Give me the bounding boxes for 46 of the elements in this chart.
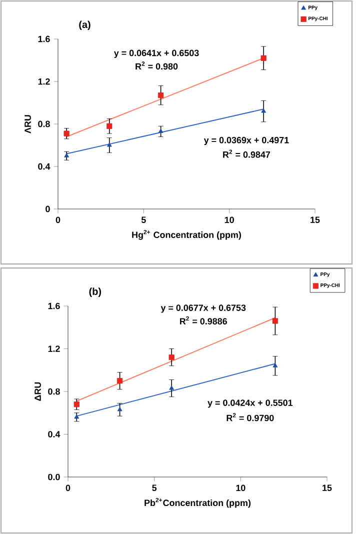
annotation: R$^{2}$ = 0.9790 <box>226 413 274 422</box>
chart-title: (a) <box>79 20 90 30</box>
y-tick-label: 1.6 <box>38 36 50 42</box>
chart-title: (b) <box>89 288 102 297</box>
y-tick-label: 1.6 <box>48 302 60 310</box>
point <box>158 128 164 133</box>
annotation: y = 0.0677x + 0.6753 <box>160 304 246 313</box>
annotation: R$^{2}$ = 0.980 <box>136 62 178 70</box>
y-tick-label: 0.4 <box>48 431 60 438</box>
x-tick-label: 5 <box>152 484 157 492</box>
x-tick-label: 10 <box>236 484 246 492</box>
point <box>64 153 70 158</box>
point <box>64 130 70 136</box>
point <box>117 378 123 384</box>
y-axis-title: ΔRU <box>34 382 41 401</box>
annotation: y = 0.0641x + 0.6503 <box>114 50 199 58</box>
y-tick-label: 1.2 <box>38 78 50 85</box>
x-tick-label: 10 <box>224 216 234 224</box>
y-axis-title: ΛRU <box>24 115 31 134</box>
annotation: y = 0.0424x + 0.5501 <box>208 400 293 408</box>
y-tick-label: 0.4 <box>38 163 50 170</box>
point <box>272 318 278 324</box>
x-tick-label: 5 <box>141 216 146 224</box>
annotation: R$^{2}$ = 0.9886 <box>180 316 227 324</box>
y-tick-label: 0.8 <box>48 388 60 395</box>
y-tick-label: 0.8 <box>38 120 50 128</box>
x-axis-title: Pb$^{2+}$Concentration (ppm) <box>144 498 251 508</box>
point <box>272 363 278 368</box>
point <box>260 55 266 61</box>
point <box>117 406 122 412</box>
y-tick-label: 0.0 <box>48 474 60 480</box>
point <box>106 123 112 129</box>
point <box>106 142 112 147</box>
y-tick-label: 1.2 <box>48 346 60 352</box>
x-tick-label: 15 <box>322 484 332 492</box>
annotation: R$^{2}$ = 0.9847 <box>223 150 270 158</box>
annotation: y = 0.0369x + 0.4971 <box>204 136 289 146</box>
point <box>169 385 174 390</box>
point <box>261 108 266 113</box>
x-tick-label: 15 <box>310 216 320 224</box>
point <box>158 92 164 98</box>
x-axis-title: Hg$^{2+}$ Concentration (ppm) <box>132 230 242 240</box>
x-tick-label: 0 <box>66 484 70 492</box>
y-tick-label: 0 <box>46 206 50 212</box>
point <box>168 354 174 360</box>
point <box>74 402 80 408</box>
